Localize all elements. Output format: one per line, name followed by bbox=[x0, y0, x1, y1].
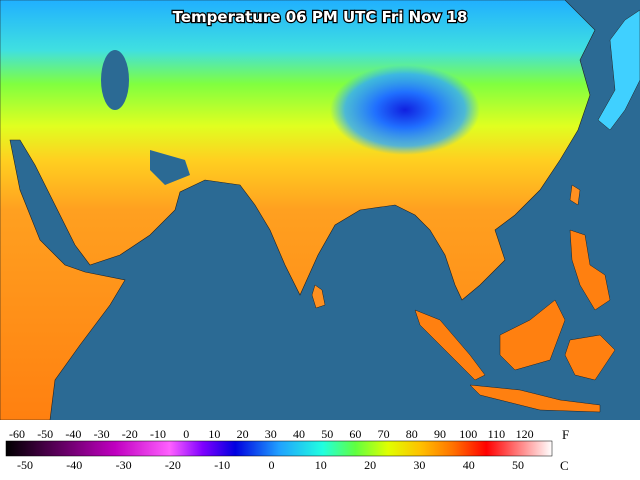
fahrenheit-label: 0 bbox=[183, 427, 189, 441]
fahrenheit-label: 80 bbox=[406, 427, 418, 441]
celsius-unit: C bbox=[560, 458, 569, 473]
celsius-label: -30 bbox=[116, 458, 132, 472]
fahrenheit-label: 120 bbox=[516, 427, 534, 441]
celsius-label: 20 bbox=[364, 458, 376, 472]
fahrenheit-label: -40 bbox=[65, 427, 81, 441]
fahrenheit-label: -30 bbox=[94, 427, 110, 441]
fahrenheit-label: -60 bbox=[9, 427, 25, 441]
fahrenheit-label: 50 bbox=[321, 427, 333, 441]
celsius-label: 50 bbox=[512, 458, 524, 472]
fahrenheit-unit: F bbox=[562, 427, 569, 442]
celsius-label: 0 bbox=[269, 458, 275, 472]
fahrenheit-label: 20 bbox=[237, 427, 249, 441]
celsius-label: -40 bbox=[66, 458, 82, 472]
fahrenheit-label: -20 bbox=[122, 427, 138, 441]
landmass bbox=[0, 0, 640, 421]
fahrenheit-label: -10 bbox=[150, 427, 166, 441]
fahrenheit-label: 70 bbox=[378, 427, 390, 441]
fahrenheit-label: 40 bbox=[293, 427, 305, 441]
map-title: Temperature 06 PM UTC Fri Nov 18 bbox=[173, 8, 468, 26]
celsius-label: -20 bbox=[165, 458, 181, 472]
celsius-label: 10 bbox=[315, 458, 327, 472]
fahrenheit-label: -50 bbox=[37, 427, 53, 441]
celsius-label: 40 bbox=[463, 458, 475, 472]
celsius-label: -50 bbox=[17, 458, 33, 472]
celsius-label: -10 bbox=[214, 458, 230, 472]
fahrenheit-label: 30 bbox=[265, 427, 277, 441]
color-scale bbox=[5, 440, 553, 457]
island bbox=[311, 284, 326, 309]
fahrenheit-label: 10 bbox=[208, 427, 220, 441]
fahrenheit-label: 110 bbox=[488, 427, 506, 441]
fahrenheit-label: 60 bbox=[349, 427, 361, 441]
fahrenheit-label: 90 bbox=[434, 427, 446, 441]
fahrenheit-label: 100 bbox=[459, 427, 477, 441]
celsius-label: 30 bbox=[413, 458, 425, 472]
